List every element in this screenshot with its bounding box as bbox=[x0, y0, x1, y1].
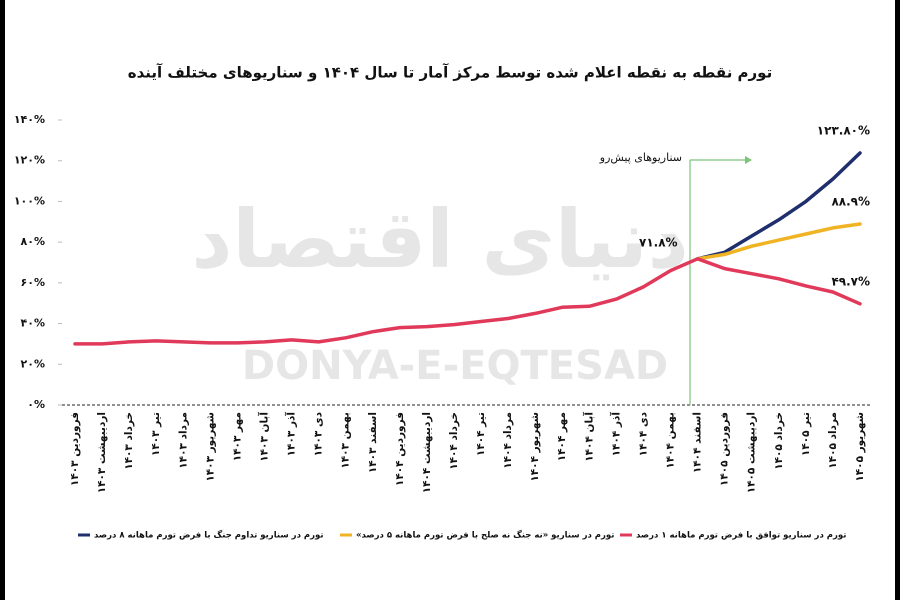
x-tick-label: آذر ۱۴۰۳ bbox=[285, 412, 298, 457]
watermark: DONYA-E-EQTESAD bbox=[242, 343, 668, 389]
x-tick-label: آذر ۱۴۰۴ bbox=[609, 412, 622, 457]
x-tick-label: فروردین ۱۴۰۴ bbox=[394, 412, 406, 486]
data-label: ۴۹.۷% bbox=[831, 274, 870, 288]
x-tick-label: فروردین ۱۴۰۳ bbox=[69, 412, 81, 486]
x-tick-label: تیر ۱۴۰۳ bbox=[150, 412, 162, 456]
frame-edge bbox=[895, 0, 900, 600]
x-tick-label: اردیبهشت ۱۴۰۳ bbox=[96, 412, 108, 493]
y-tick-label: ۸۰% bbox=[21, 235, 45, 248]
y-tick-label: ۴۰% bbox=[21, 317, 45, 330]
x-tick-label: خرداد ۱۴۰۴ bbox=[448, 412, 460, 470]
legend-label: تورم در سناریو تداوم جنگ با فرض تورم ماه… bbox=[94, 530, 324, 541]
x-tick-label: بهمن ۱۴۰۴ bbox=[665, 412, 677, 469]
frame-edge bbox=[0, 0, 5, 600]
x-tick-label: تیر ۱۴۰۵ bbox=[800, 412, 812, 456]
y-tick-label: ۲۰% bbox=[21, 357, 45, 370]
x-tick-label: بهمن ۱۴۰۳ bbox=[340, 412, 352, 469]
x-tick-label: شهریور ۱۴۰۴ bbox=[529, 412, 541, 482]
series-line bbox=[73, 257, 862, 346]
y-tick-label: ۱۴۰% bbox=[14, 113, 45, 126]
x-tick-label: آبان ۱۴۰۴ bbox=[582, 412, 595, 462]
legend-label: تورم در سناریو «نه جنگ نه صلح با فرض تور… bbox=[356, 530, 614, 541]
x-tick-label: اسفند ۱۴۰۴ bbox=[692, 412, 704, 473]
x-tick-label: آبان ۱۴۰۳ bbox=[257, 412, 270, 462]
x-tick-label: تیر ۱۴۰۴ bbox=[475, 412, 487, 456]
x-tick-label: شهریور ۱۴۰۳ bbox=[204, 412, 216, 482]
x-tick-label: دی ۱۴۰۳ bbox=[313, 411, 325, 456]
data-label: ۷۱.۸% bbox=[639, 235, 678, 249]
x-tick-label: مرداد ۱۴۰۳ bbox=[177, 412, 189, 469]
x-tick-label: خرداد ۱۴۰۵ bbox=[773, 412, 785, 470]
series-line bbox=[695, 151, 862, 261]
chart-title: تورم نقطه به نقطه اعلام شده توسط مرکز آم… bbox=[128, 64, 772, 82]
x-tick-label: مرداد ۱۴۰۵ bbox=[827, 412, 839, 469]
x-tick-label: مهر ۱۴۰۳ bbox=[231, 412, 243, 461]
y-tick-label: ۱۲۰% bbox=[14, 154, 45, 167]
data-label: ۱۲۳.۸۰% bbox=[817, 123, 870, 137]
x-tick-label: دی ۱۴۰۴ bbox=[637, 411, 649, 456]
x-tick-label: مرداد ۱۴۰۴ bbox=[502, 412, 514, 469]
x-tick-label: مهر ۱۴۰۴ bbox=[556, 412, 568, 461]
series-line bbox=[695, 222, 862, 261]
y-tick-label: ۱۰۰% bbox=[14, 194, 45, 207]
x-tick-label: اسفند ۱۴۰۳ bbox=[367, 412, 379, 473]
legend-label: تورم در سناریو توافق با فرض تورم ماهانه … bbox=[636, 531, 846, 541]
x-tick-label: فروردین ۱۴۰۵ bbox=[719, 412, 731, 486]
y-tick-label: ۶۰% bbox=[21, 276, 45, 289]
x-tick-label: اردیبهشت ۱۴۰۵ bbox=[746, 412, 758, 493]
arrow-head bbox=[745, 156, 752, 164]
y-tick-label: ۰% bbox=[27, 398, 45, 411]
watermark: دنیای اقتصاد bbox=[191, 193, 688, 286]
annotation: سناریوهای پیش‌رو bbox=[599, 151, 682, 164]
data-label: ۸۸.۹% bbox=[831, 195, 870, 209]
x-tick-label: خرداد ۱۴۰۳ bbox=[123, 412, 135, 470]
x-tick-label: اردیبهشت ۱۴۰۴ bbox=[421, 412, 433, 493]
x-tick-label: شهریور ۱۴۰۵ bbox=[854, 412, 866, 482]
